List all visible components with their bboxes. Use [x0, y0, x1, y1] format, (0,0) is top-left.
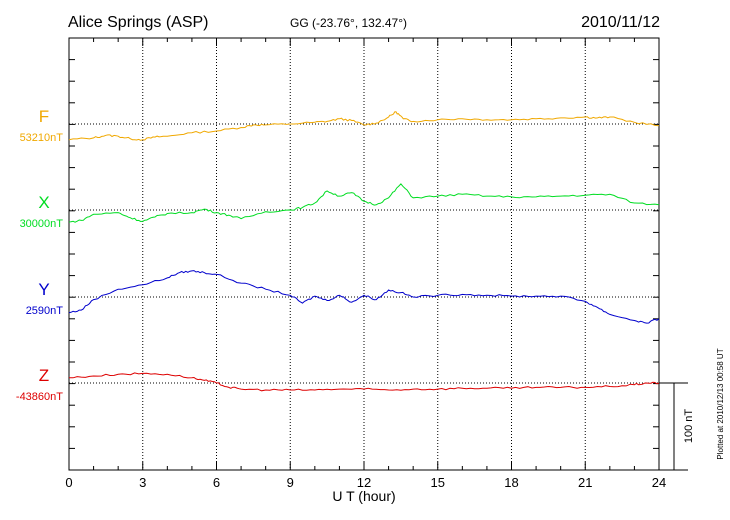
series-line-y — [68, 270, 660, 324]
series-labels: F 53210nT X 30000nT Y 2590nT Z -43860nT — [16, 107, 63, 403]
x-tick-label: 3 — [139, 475, 146, 490]
x-tick-label: 18 — [504, 475, 518, 490]
series-line-f — [68, 111, 660, 141]
series-line-x — [68, 183, 660, 223]
series-lines — [68, 111, 660, 392]
x-tick-label: 0 — [65, 475, 72, 490]
series-baseline-z: -43860nT — [16, 391, 63, 403]
series-name-z: Z — [39, 366, 49, 385]
series-line-z — [69, 372, 660, 392]
x-tick-label: 15 — [431, 475, 445, 490]
grid-lines — [69, 38, 659, 470]
x-tick-label: 24 — [652, 475, 666, 490]
scale-bar: 100 nT — [659, 382, 695, 471]
plotted-at-note: Plotted at 2010/12/13 00:58 UT — [716, 348, 725, 459]
series-name-y: Y — [38, 280, 49, 299]
series-baseline-f: 53210nT — [20, 132, 64, 144]
plot-date: 2010/11/12 — [581, 14, 660, 31]
series-baseline-y: 2590nT — [26, 305, 64, 317]
series-baseline-x: 30000nT — [20, 218, 64, 230]
x-tick-labels: 0 3 6 9 12 15 18 21 24 — [65, 475, 666, 490]
x-tick-label: 21 — [578, 475, 592, 490]
station-coordinates: GG (-23.76°, 132.47°) — [290, 16, 407, 30]
axis-ticks — [68, 38, 660, 470]
series-name-x: X — [38, 193, 49, 212]
x-tick-label: 12 — [357, 475, 371, 490]
series-name-f: F — [39, 107, 49, 126]
x-tick-label: 6 — [213, 475, 220, 490]
station-title: Alice Springs (ASP) — [68, 14, 209, 31]
x-tick-label: 9 — [287, 475, 294, 490]
scale-bar-label: 100 nT — [683, 409, 695, 444]
x-axis-label: U T (hour) — [332, 488, 395, 504]
